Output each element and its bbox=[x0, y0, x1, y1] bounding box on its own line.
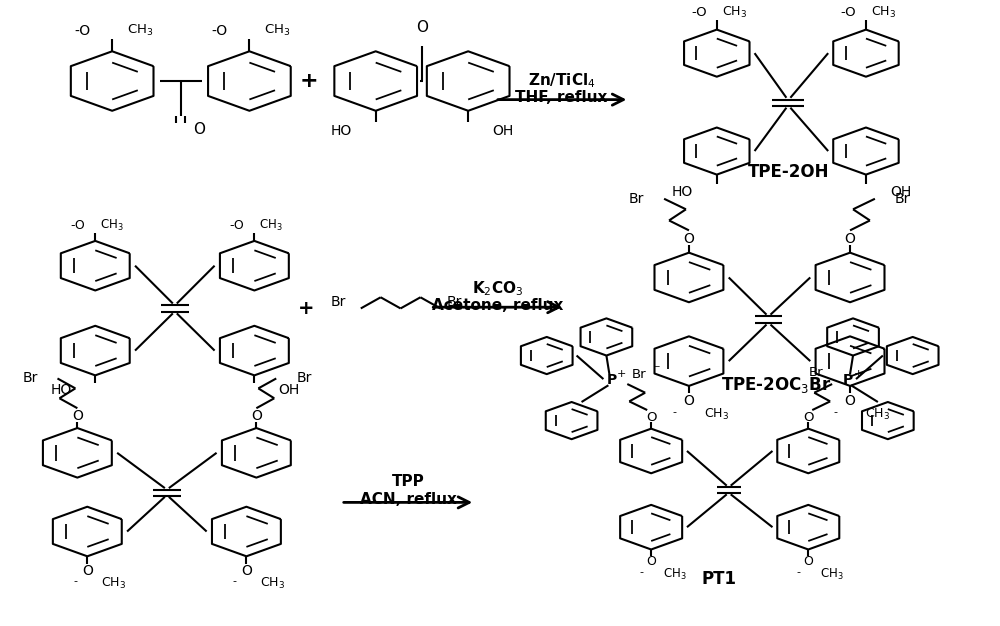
Text: CH$_3$: CH$_3$ bbox=[100, 218, 124, 233]
Text: O: O bbox=[803, 411, 814, 424]
Text: CH$_3$: CH$_3$ bbox=[704, 407, 729, 422]
Text: O: O bbox=[684, 394, 694, 408]
Text: -: - bbox=[672, 407, 676, 417]
Text: HO: HO bbox=[672, 185, 693, 199]
Text: Br: Br bbox=[632, 367, 647, 381]
Text: ACN, reflux: ACN, reflux bbox=[360, 492, 457, 507]
Text: OH: OH bbox=[890, 185, 911, 199]
Text: -O: -O bbox=[212, 24, 228, 38]
Text: O: O bbox=[193, 122, 205, 137]
Text: -O: -O bbox=[74, 24, 90, 38]
Text: Acetone, reflux: Acetone, reflux bbox=[432, 299, 564, 314]
Text: $^-$: $^-$ bbox=[652, 364, 662, 374]
Text: O: O bbox=[82, 564, 93, 578]
Text: PT1: PT1 bbox=[701, 570, 736, 588]
Text: P: P bbox=[843, 373, 853, 387]
Text: HO: HO bbox=[331, 123, 352, 138]
Text: TPE-2OC$_3$Br: TPE-2OC$_3$Br bbox=[721, 374, 832, 394]
Text: -O: -O bbox=[230, 219, 244, 232]
Text: Zn/TiCl$_4$: Zn/TiCl$_4$ bbox=[528, 71, 596, 90]
Text: -: - bbox=[639, 567, 643, 577]
Text: -O: -O bbox=[691, 6, 707, 19]
Text: Br: Br bbox=[331, 295, 346, 309]
Text: Br: Br bbox=[22, 371, 38, 386]
Text: O: O bbox=[684, 232, 694, 246]
Text: O: O bbox=[72, 409, 83, 423]
Text: CH$_3$: CH$_3$ bbox=[259, 218, 283, 233]
Text: -O: -O bbox=[71, 219, 85, 232]
Text: CH$_3$: CH$_3$ bbox=[820, 567, 844, 582]
Text: CH$_3$: CH$_3$ bbox=[264, 23, 291, 38]
Text: OH: OH bbox=[492, 123, 513, 138]
Text: O: O bbox=[241, 564, 252, 578]
Text: CH$_3$: CH$_3$ bbox=[663, 567, 687, 582]
Text: -O: -O bbox=[840, 6, 856, 19]
Text: +: + bbox=[298, 299, 314, 318]
Text: K$_2$CO$_3$: K$_2$CO$_3$ bbox=[472, 279, 524, 298]
Text: Br: Br bbox=[446, 295, 462, 309]
Text: -: - bbox=[73, 576, 77, 586]
Text: CH$_3$: CH$_3$ bbox=[722, 5, 747, 20]
Text: O: O bbox=[646, 411, 656, 424]
Text: TPP: TPP bbox=[392, 475, 425, 490]
Text: Br: Br bbox=[895, 192, 910, 206]
Text: CH$_3$: CH$_3$ bbox=[101, 576, 126, 591]
Text: HO: HO bbox=[50, 383, 71, 398]
Text: -: - bbox=[833, 407, 837, 417]
Text: CH$_3$: CH$_3$ bbox=[871, 5, 896, 20]
Text: P: P bbox=[606, 373, 617, 387]
Text: Br: Br bbox=[629, 192, 644, 206]
Text: CH$_3$: CH$_3$ bbox=[260, 576, 285, 591]
Text: O: O bbox=[251, 409, 262, 423]
Text: O: O bbox=[646, 555, 656, 568]
Text: -: - bbox=[232, 576, 236, 586]
Text: Br: Br bbox=[296, 371, 312, 386]
Text: -: - bbox=[796, 567, 800, 577]
Text: +: + bbox=[300, 71, 318, 91]
Text: +: + bbox=[617, 369, 626, 379]
Text: CH$_3$: CH$_3$ bbox=[127, 23, 154, 38]
Text: Br: Br bbox=[809, 366, 824, 379]
Text: +: + bbox=[853, 369, 863, 379]
Text: THF, reflux: THF, reflux bbox=[515, 90, 608, 105]
Text: OH: OH bbox=[278, 383, 299, 398]
Text: O: O bbox=[845, 394, 855, 408]
Text: O: O bbox=[416, 20, 428, 35]
Text: TPE-2OH: TPE-2OH bbox=[748, 163, 829, 181]
Text: O: O bbox=[845, 232, 855, 246]
Text: O: O bbox=[803, 555, 813, 568]
Text: CH$_3$: CH$_3$ bbox=[865, 407, 890, 422]
